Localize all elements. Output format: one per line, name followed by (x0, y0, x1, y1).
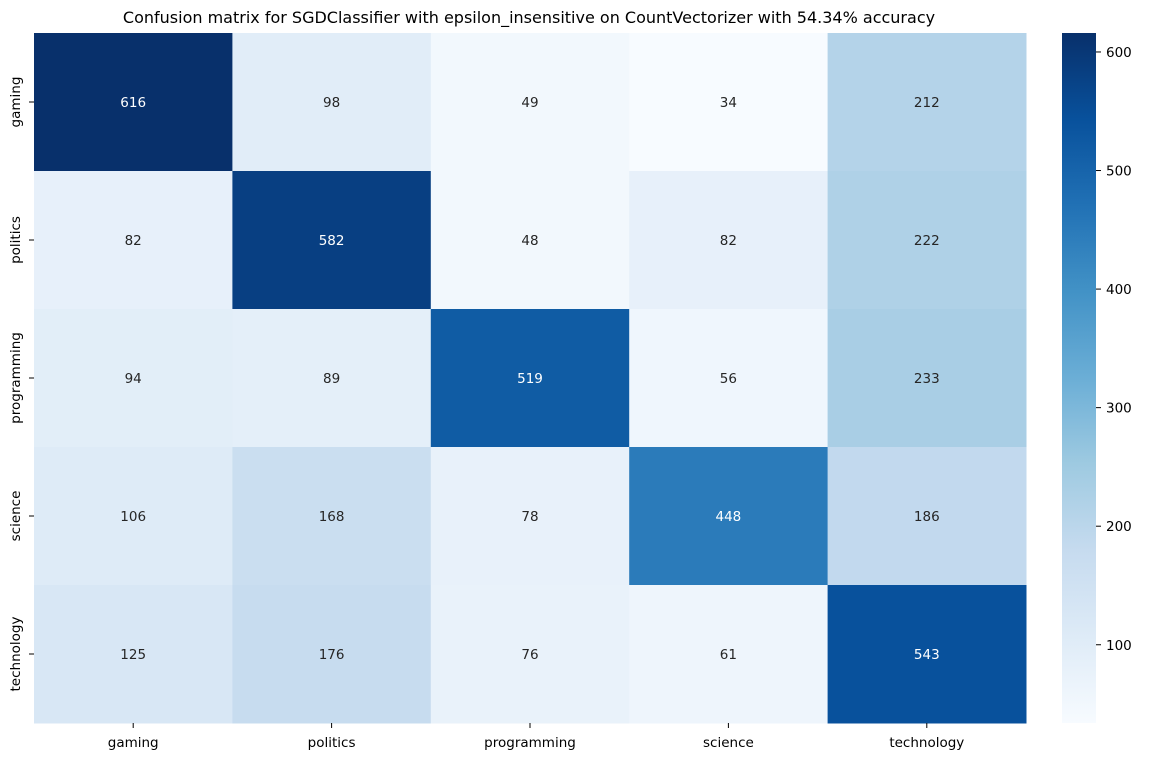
heatmap-cell (827, 309, 1027, 448)
heatmap-cell (629, 309, 829, 448)
cell-value-label: 212 (914, 95, 940, 111)
cell-value-label: 78 (521, 509, 538, 525)
cell-value-label: 34 (720, 95, 737, 111)
cell-value-label: 98 (323, 95, 340, 111)
cell-value-label: 89 (323, 371, 340, 387)
heatmap-cell (827, 171, 1027, 310)
x-axis: gaming politics programming science technolo… (108, 723, 964, 751)
cell-value-label: 76 (521, 647, 538, 663)
heatmap-cell (232, 309, 432, 448)
cell-value-label: 49 (521, 95, 538, 111)
y-tick-label: politics (8, 216, 24, 264)
x-tick-label: gaming (108, 735, 159, 751)
y-tick-label: gaming (8, 77, 24, 128)
heatmap-cell (430, 585, 630, 724)
heatmap-cell (827, 447, 1027, 586)
heatmap-cell (430, 309, 630, 448)
colorbar-gradient (1062, 33, 1096, 723)
y-tick-label: technology (8, 617, 24, 692)
cell-value-label: 106 (120, 509, 146, 525)
heatmap-cell (629, 585, 829, 724)
cell-value-label: 448 (716, 509, 742, 525)
x-tick-label: programming (484, 735, 576, 751)
colorbar-tick-label: 300 (1106, 401, 1132, 417)
heatmap-cell (34, 171, 233, 310)
heatmap-cell (430, 447, 630, 586)
heatmap-cell (629, 33, 829, 172)
cell-value-label: 582 (319, 233, 345, 249)
heatmap-cell (232, 33, 432, 172)
x-tick-label: politics (308, 735, 356, 751)
heatmap-cell (430, 33, 630, 172)
cell-value-label: 94 (125, 371, 142, 387)
heatmap-cell (827, 33, 1027, 172)
y-tick-label: science (8, 491, 24, 542)
cell-value-label: 176 (319, 647, 345, 663)
cell-value-label: 48 (521, 233, 538, 249)
heatmap-cell (629, 447, 829, 586)
cell-value-label: 168 (319, 509, 345, 525)
heatmap-cell (34, 309, 233, 448)
cell-value-label: 186 (914, 509, 940, 525)
cell-value-label: 56 (720, 371, 737, 387)
colorbar-tick-label: 600 (1106, 45, 1132, 61)
colorbar-tick-label: 200 (1106, 519, 1132, 535)
heatmap-cell (232, 447, 432, 586)
heatmap-cell (827, 585, 1027, 724)
heatmap-cell (232, 585, 432, 724)
heatmap-cell (34, 585, 233, 724)
heatmap-cells: 616 98 49 34 212 82 582 48 82 222 94 89 519 56 233 106 1… (34, 33, 1027, 724)
cell-value-label: 543 (914, 647, 940, 663)
cell-value-label: 82 (720, 233, 737, 249)
heatmap-cell (34, 33, 233, 172)
cell-value-label: 61 (720, 647, 737, 663)
colorbar-tick-label: 400 (1106, 282, 1132, 298)
y-tick-label: programming (8, 332, 24, 424)
x-tick-label: science (703, 735, 754, 751)
cell-value-label: 519 (517, 371, 543, 387)
cell-value-label: 222 (914, 233, 940, 249)
y-axis: gaming politics programming science technolo… (8, 77, 34, 692)
cell-value-label: 125 (120, 647, 146, 663)
colorbar-tick-label: 500 (1106, 164, 1132, 180)
cell-value-label: 616 (120, 95, 146, 111)
heatmap-cell (629, 171, 829, 310)
chart-title: Confusion matrix for SGDClassifier with … (123, 8, 935, 28)
heatmap-cell (232, 171, 432, 310)
heatmap-cell (430, 171, 630, 310)
colorbar-tick-label: 100 (1106, 638, 1132, 654)
heatmap-cell (34, 447, 233, 586)
cell-value-label: 233 (914, 371, 940, 387)
cell-value-label: 82 (125, 233, 142, 249)
x-tick-label: technology (889, 735, 964, 751)
colorbar: 100 200 300 400 500 600 (1062, 33, 1132, 723)
